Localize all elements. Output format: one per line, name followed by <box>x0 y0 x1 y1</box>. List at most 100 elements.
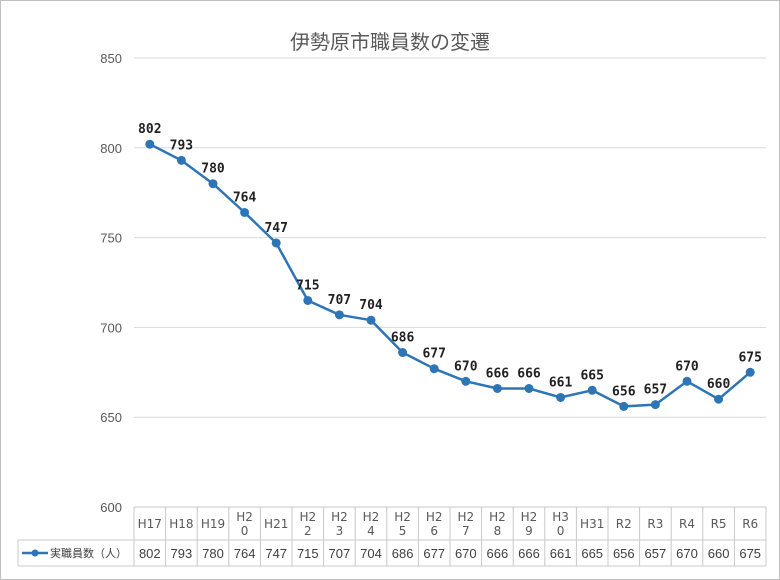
data-label: 707 <box>328 293 351 308</box>
data-point <box>303 295 313 305</box>
category-label: 0 <box>557 524 565 538</box>
category-label: H21 <box>264 517 288 531</box>
category-label: 0 <box>241 524 249 538</box>
category-label: H2 <box>394 510 411 524</box>
legend-label: 実職員数（人） <box>50 546 127 560</box>
data-label: 660 <box>707 377 731 392</box>
data-label: 793 <box>170 138 193 153</box>
data-label: 670 <box>454 359 478 374</box>
y-tick-label: 750 <box>100 231 122 246</box>
table-value: 660 <box>708 546 730 561</box>
data-point <box>240 207 250 217</box>
category-label: H2 <box>236 510 253 524</box>
data-point <box>366 315 376 325</box>
table-value: 715 <box>297 546 319 561</box>
data-point <box>208 179 218 189</box>
y-tick-label: 650 <box>100 410 122 425</box>
data-label: 657 <box>644 383 667 398</box>
category-label: 8 <box>494 524 502 538</box>
data-point <box>429 364 439 374</box>
data-point <box>398 348 408 358</box>
category-label: 3 <box>336 524 344 538</box>
table-value: 686 <box>392 546 414 561</box>
category-label: H19 <box>201 517 225 531</box>
data-label: 780 <box>201 162 225 177</box>
data-point <box>556 392 566 402</box>
table-value: 677 <box>423 546 445 561</box>
y-tick-label: 850 <box>100 51 122 66</box>
category-label: R6 <box>742 517 758 531</box>
data-label: 656 <box>612 384 636 399</box>
data-label: 747 <box>264 221 287 236</box>
table-value: 802 <box>139 546 161 561</box>
table-value: 793 <box>171 546 193 561</box>
category-label: R4 <box>679 517 695 531</box>
category-label: 9 <box>525 524 533 538</box>
data-point <box>176 155 186 165</box>
y-tick-label: 800 <box>100 141 122 156</box>
table-value: 780 <box>202 546 224 561</box>
data-label: 675 <box>738 350 761 365</box>
data-label: 670 <box>675 359 699 374</box>
series-line <box>149 143 752 408</box>
data-label: 665 <box>580 368 603 383</box>
category-label: H2 <box>299 510 316 524</box>
category-label: H2 <box>331 510 348 524</box>
category-label: H2 <box>489 510 506 524</box>
table-value: 656 <box>613 546 635 561</box>
data-point <box>334 310 344 320</box>
table-value: 747 <box>265 546 287 561</box>
category-label: H3 <box>552 510 569 524</box>
category-label: 6 <box>430 524 438 538</box>
category-label: H2 <box>457 510 474 524</box>
data-point <box>145 139 155 149</box>
data-point <box>619 401 629 411</box>
data-point <box>271 238 281 248</box>
chart-title: 伊勢原市職員数の変遷 <box>290 30 490 54</box>
data-label: 666 <box>517 366 541 381</box>
table-value: 657 <box>645 546 667 561</box>
category-label: 2 <box>304 524 312 538</box>
data-point <box>524 383 534 393</box>
category-label: H2 <box>521 510 538 524</box>
category-label: 7 <box>462 524 470 538</box>
data-point <box>461 376 471 386</box>
data-label: 666 <box>486 366 510 381</box>
data-point <box>492 383 502 393</box>
data-point <box>587 385 597 395</box>
data-point <box>650 400 660 410</box>
data-point <box>745 367 755 377</box>
table-value: 666 <box>518 546 540 561</box>
table-value: 675 <box>739 546 761 561</box>
category-label: R2 <box>616 517 632 531</box>
table-value: 670 <box>455 546 477 561</box>
category-label: H2 <box>426 510 443 524</box>
table-value: 670 <box>676 546 698 561</box>
table-value: 666 <box>487 546 509 561</box>
y-tick-label: 700 <box>100 320 122 335</box>
data-label: 677 <box>422 347 445 362</box>
category-label: H2 <box>363 510 380 524</box>
category-label: H31 <box>580 517 604 531</box>
table-value: 764 <box>234 546 256 561</box>
table-value: 704 <box>360 546 382 561</box>
table-value: 665 <box>581 546 603 561</box>
data-label: 704 <box>359 298 383 313</box>
category-label: 5 <box>399 524 407 538</box>
category-label: 4 <box>367 524 375 538</box>
table-value: 707 <box>329 546 351 561</box>
table-value: 661 <box>550 546 572 561</box>
data-label: 764 <box>233 190 257 205</box>
legend-marker <box>31 549 39 557</box>
data-point <box>714 394 724 404</box>
data-label: 686 <box>391 331 415 346</box>
category-label: H18 <box>169 517 193 531</box>
data-point <box>682 376 692 386</box>
category-label: R5 <box>711 517 727 531</box>
data-label: 715 <box>296 278 319 293</box>
category-label: H17 <box>138 517 162 531</box>
y-tick-label: 600 <box>100 500 122 515</box>
data-label: 802 <box>138 122 161 137</box>
